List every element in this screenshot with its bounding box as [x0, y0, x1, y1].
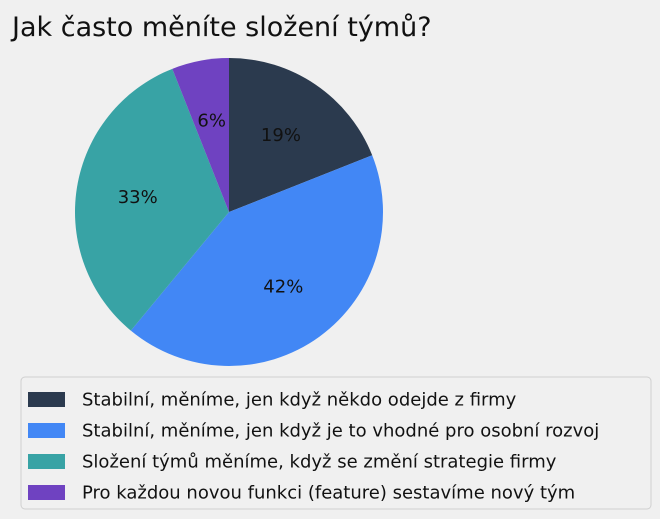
pie-slice-3	[75, 68, 229, 331]
legend-swatch-1	[28, 392, 65, 407]
pie-slices	[75, 58, 383, 366]
slice-percent-label-1: 19%	[261, 125, 301, 146]
pie-slice-2	[130, 155, 383, 366]
legend-swatch-3	[28, 454, 65, 469]
legend-swatch-2	[28, 423, 65, 438]
legend-frame	[20, 376, 652, 510]
chart-title: Jak často měníte složení týmů?	[10, 12, 432, 43]
slice-percent-label-4: 6%	[197, 111, 226, 132]
legend-label-2: Stabilní, měníme, jen když je to vhodné …	[82, 421, 599, 442]
pie-slice-1	[229, 58, 373, 212]
legend-label-4: Pro každou novou funkci (feature) sestav…	[82, 483, 575, 504]
slice-percent-label-2: 42%	[263, 276, 303, 297]
pie-slice-4	[172, 58, 229, 212]
legend-swatch-4	[28, 485, 65, 500]
legend: Stabilní, měníme, jen když někdo odejde …	[20, 376, 652, 510]
slice-percent-label-3: 33%	[118, 187, 158, 208]
pie-percent-labels: 19% 42% 33% 6%	[118, 111, 304, 298]
legend-label-1: Stabilní, měníme, jen když někdo odejde …	[82, 390, 517, 411]
legend-label-3: Složení týmů měníme, když se změní strat…	[82, 452, 557, 473]
